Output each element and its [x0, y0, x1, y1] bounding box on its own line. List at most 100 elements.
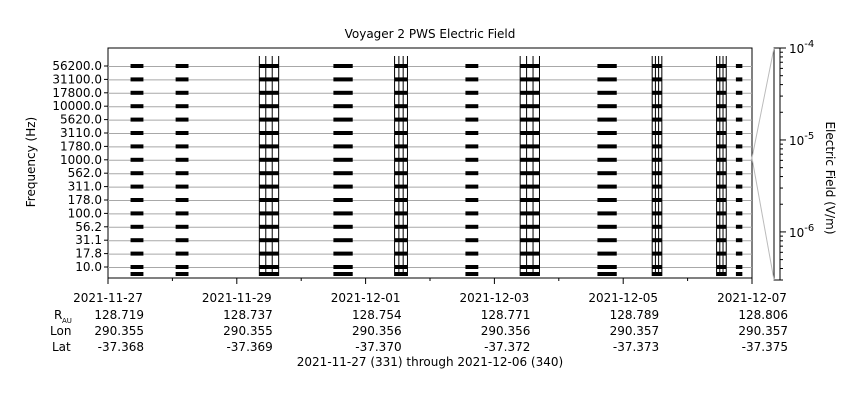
data-cell	[652, 77, 662, 82]
rau-value: 128.719	[94, 308, 144, 322]
data-cell	[333, 251, 353, 256]
data-cell	[652, 144, 662, 149]
data-cell	[175, 117, 189, 122]
data-cell	[597, 211, 617, 216]
data-cell	[716, 184, 727, 189]
data-cell	[652, 198, 662, 202]
x-tick-label: 2021-12-01	[331, 291, 401, 305]
data-cell	[130, 224, 144, 229]
data-cell	[735, 104, 743, 109]
y-tick-label: 178.0	[68, 193, 102, 207]
y-tick-label: 100.0	[68, 206, 102, 220]
x-tick-label: 2021-12-03	[460, 291, 530, 305]
data-cell	[130, 90, 144, 95]
data-cell	[716, 238, 727, 243]
data-cell	[175, 90, 189, 95]
data-cell	[520, 238, 540, 243]
data-cell	[465, 272, 479, 276]
lat-value: -37.369	[226, 340, 272, 354]
data-cell	[333, 224, 353, 229]
data-cell	[175, 265, 189, 269]
y-tick-label: 17800.0	[52, 86, 102, 100]
data-cell	[520, 265, 540, 269]
data-cell	[175, 104, 189, 109]
data-cell	[130, 171, 144, 176]
data-cell	[465, 238, 479, 243]
data-cell	[520, 77, 540, 82]
data-cell	[333, 272, 353, 276]
rau-row-sublabel: AU	[62, 317, 72, 325]
data-cell	[175, 198, 189, 202]
data-cell	[716, 157, 727, 162]
x-tick-label: 2021-12-05	[588, 291, 658, 305]
data-cell	[597, 157, 617, 162]
data-cell	[735, 272, 743, 276]
data-cell	[735, 198, 743, 202]
data-cell	[520, 90, 540, 95]
data-block	[130, 64, 144, 276]
data-cell	[130, 144, 144, 149]
data-cell	[465, 211, 479, 216]
data-cell	[465, 157, 479, 162]
data-cell	[652, 238, 662, 243]
data-cell	[597, 131, 617, 135]
colorbar-tick-label: 10-6	[789, 223, 814, 240]
data-cell	[735, 171, 743, 176]
data-cell	[333, 265, 353, 269]
lat-value: -37.373	[613, 340, 659, 354]
plot-frame	[107, 47, 753, 279]
lat-value: -37.375	[742, 340, 788, 354]
lat-value: -37.372	[484, 340, 530, 354]
data-cell	[333, 117, 353, 122]
data-cell	[394, 198, 408, 202]
data-cell	[597, 77, 617, 82]
data-cell	[394, 238, 408, 243]
data-cell	[259, 272, 279, 276]
data-cell	[175, 157, 189, 162]
data-cell	[735, 211, 743, 216]
data-cell	[175, 224, 189, 229]
data-cell	[652, 131, 662, 135]
data-cell	[520, 251, 540, 256]
lon-row-label: Lon	[50, 324, 71, 338]
data-cell	[520, 198, 540, 202]
data-cell	[130, 251, 144, 256]
data-block	[465, 64, 479, 276]
y-tick-label: 17.8	[75, 247, 102, 261]
data-cell	[520, 184, 540, 189]
data-cell	[520, 131, 540, 135]
data-cell	[259, 238, 279, 243]
data-cell	[716, 251, 727, 256]
data-cell	[735, 238, 743, 243]
lon-value: 290.356	[481, 324, 531, 338]
data-cell	[259, 211, 279, 216]
data-cell	[394, 117, 408, 122]
data-cell	[175, 144, 189, 149]
data-cell	[716, 272, 727, 276]
data-cell	[716, 211, 727, 216]
data-cell	[652, 272, 662, 276]
data-cell	[130, 211, 144, 216]
data-cell	[259, 184, 279, 189]
data-cell	[735, 64, 743, 68]
data-cell	[597, 224, 617, 229]
data-cell	[520, 157, 540, 162]
data-cell	[652, 251, 662, 256]
data-cell	[333, 90, 353, 95]
y-axis-label: Frequency (Hz)	[24, 116, 38, 208]
data-cell	[520, 144, 540, 149]
data-cell	[394, 184, 408, 189]
data-cell	[175, 184, 189, 189]
data-cell	[333, 184, 353, 189]
data-cell	[259, 131, 279, 135]
y-tick-label: 5620.0	[60, 113, 102, 127]
data-cell	[175, 272, 189, 276]
data-cell	[465, 64, 479, 68]
colorbar-connector	[751, 47, 775, 159]
data-cell	[735, 144, 743, 149]
data-cell	[394, 77, 408, 82]
x-tick-label: 2021-11-27	[73, 291, 143, 305]
data-cell	[716, 144, 727, 149]
rau-value: 128.754	[352, 308, 402, 322]
